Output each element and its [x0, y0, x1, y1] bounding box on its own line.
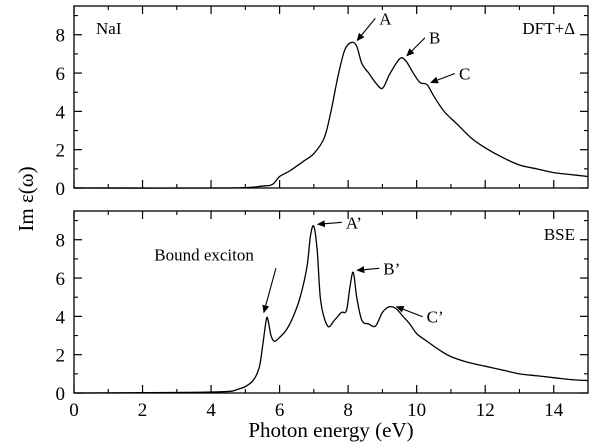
annotation-arrow: [318, 222, 342, 224]
panel-top-annotations: A BC: [357, 9, 470, 83]
panel-top-material-label: NaI: [96, 19, 122, 38]
annotation-arrow: [407, 38, 425, 56]
y-tick-label: 6: [56, 269, 66, 290]
y-tick-label: 6: [56, 64, 66, 85]
annotation-label: B: [429, 29, 440, 48]
y-tick-label: 0: [56, 384, 66, 405]
y-tick-label: 4: [56, 102, 66, 123]
x-tick-label: 2: [138, 400, 148, 421]
panel-bottom-annotations: Bound exciton A’ B’ C’: [154, 213, 443, 326]
annotation-label: A: [379, 9, 392, 28]
panel-bottom-ticks: [74, 211, 588, 393]
y-tick-label: 0: [56, 179, 66, 200]
x-axis-title: Photon energy (eV): [248, 418, 413, 442]
y-tick-label: 2: [56, 346, 66, 367]
y-tick-label: 2: [56, 141, 66, 162]
annotation-label: A’: [346, 213, 362, 232]
panel-top-ticks: [74, 6, 588, 188]
annotation-arrow: [357, 18, 375, 40]
x-tick-label: 12: [476, 400, 495, 421]
annotation-arrow: [397, 307, 423, 317]
y-tick-label: 4: [56, 307, 66, 328]
annotation-label: C’: [427, 308, 444, 327]
panel-top-series-line: [74, 42, 588, 188]
panel-top-frame: [74, 6, 588, 188]
panel-top-method-label: DFT+Δ: [522, 19, 575, 38]
panel-top-tick-labels: 0 2 4 6 8: [56, 26, 66, 200]
annotation-arrow: [264, 268, 276, 312]
x-tick-label: 14: [544, 400, 564, 421]
panel-top: 0 2 4 6 8 NaI DFT+Δ A BC: [56, 6, 589, 200]
x-tick-label: 4: [206, 400, 216, 421]
y-tick-label: 8: [56, 26, 66, 47]
panel-bottom-method-label: BSE: [544, 225, 575, 244]
panel-bottom-frame: [74, 211, 588, 393]
y-axis-title: Im ε(ω): [14, 166, 38, 231]
y-tick-label: 8: [56, 231, 66, 252]
annotation-arrow: [357, 268, 379, 270]
annotation-arrow: [431, 74, 455, 83]
annotation-label: C: [459, 65, 470, 84]
x-tick-label: 0: [69, 400, 79, 421]
annotation-label: Bound exciton: [154, 245, 254, 264]
annotation-label: B’: [383, 259, 400, 278]
panel-bottom-series-line: [74, 226, 588, 393]
